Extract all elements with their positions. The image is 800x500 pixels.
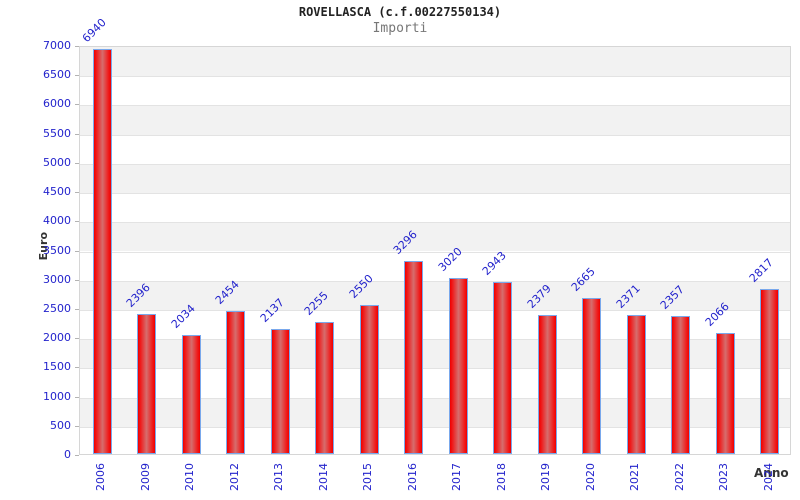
bar-2022: [671, 316, 691, 454]
bar-2012: [226, 310, 246, 454]
y-tick-label: 3000: [43, 272, 71, 286]
y-tick-label: 5500: [43, 126, 71, 140]
x-tick-label: 2012: [227, 463, 241, 491]
plot-band: [80, 76, 790, 105]
bar-2013: [270, 329, 290, 454]
y-tick-label: 2500: [43, 301, 71, 315]
plot-band: [80, 47, 790, 77]
y-tick-label: 7000: [43, 39, 71, 52]
x-tick-label: 2017: [450, 463, 464, 491]
plot-band: [80, 252, 790, 281]
gridline: [80, 105, 790, 107]
y-tick-label: 6000: [43, 97, 71, 111]
bar-2010: [181, 335, 201, 454]
y-tick-label: 4000: [43, 214, 71, 228]
bar-2018: [493, 282, 513, 454]
bar-2017: [448, 277, 468, 454]
x-tick-label: 2013: [272, 463, 286, 491]
plot-band: [80, 105, 790, 135]
y-tick-label: 3500: [43, 243, 71, 257]
y-tick-mark: [75, 279, 79, 281]
x-tick-label: 2010: [183, 463, 197, 491]
y-tick-mark: [75, 425, 79, 427]
x-tick-label: 2018: [494, 463, 508, 491]
x-tick-label: 2009: [138, 463, 152, 491]
x-tick-label: 2021: [628, 463, 642, 491]
y-tick-mark: [75, 75, 79, 77]
y-tick-mark: [75, 162, 79, 164]
y-tick-mark: [75, 46, 79, 47]
y-tick-mark: [75, 308, 79, 310]
y-tick-label: 5000: [43, 155, 71, 169]
bar-2023: [715, 333, 735, 454]
y-tick-label: 6500: [43, 68, 71, 82]
plot-band: [80, 222, 790, 252]
gridline: [80, 309, 790, 311]
x-tick-label: 2019: [539, 463, 553, 491]
y-tick-mark: [75, 250, 79, 252]
y-tick-label: 0: [64, 448, 71, 461]
gridline: [80, 76, 790, 78]
plot-band: [80, 193, 790, 222]
x-tick-label: 2015: [361, 463, 375, 491]
x-axis-label: Anno: [754, 466, 789, 480]
y-tick-label: 4500: [43, 185, 71, 199]
gridline: [80, 193, 790, 195]
x-tick-label: 2016: [405, 463, 419, 491]
bar-2021: [626, 315, 646, 454]
bar-2016: [404, 261, 424, 454]
y-tick-label: 2000: [43, 331, 71, 345]
gridline: [80, 368, 790, 370]
plot-area: [79, 46, 791, 455]
y-tick-label: 1500: [43, 360, 71, 374]
chart-subtitle: Importi: [372, 21, 428, 36]
plot-band: [80, 280, 790, 310]
gridline: [80, 134, 790, 136]
bar-2024: [760, 289, 780, 454]
gridline: [80, 163, 790, 165]
y-tick-mark: [75, 104, 79, 106]
x-tick-label: 2014: [316, 463, 330, 491]
gridline: [80, 251, 790, 253]
bar-2020: [582, 298, 602, 454]
x-tick-label: 2023: [717, 463, 731, 491]
y-tick-mark: [75, 396, 79, 398]
y-tick-mark: [75, 221, 79, 223]
gridline: [80, 339, 790, 341]
bar-2006: [92, 48, 112, 454]
x-tick-label: 2022: [672, 463, 686, 491]
y-tick-mark: [75, 133, 79, 135]
bar-2014: [315, 322, 335, 454]
y-tick-mark: [75, 192, 79, 194]
x-tick-label: 2024: [761, 463, 775, 491]
bar-2009: [137, 314, 157, 454]
plot-band: [80, 135, 790, 164]
y-tick-label: 1000: [43, 389, 71, 403]
y-tick-label: 500: [50, 418, 71, 432]
bar-2019: [537, 315, 557, 454]
y-tick-mark: [75, 338, 79, 340]
y-tick-mark: [75, 455, 79, 456]
x-tick-label: 2020: [583, 463, 597, 491]
chart-title: ROVELLASCA (c.f.00227550134): [298, 5, 502, 19]
gridline: [80, 426, 790, 428]
bar-2015: [359, 305, 379, 454]
x-tick-label: 2006: [94, 463, 108, 491]
y-tick-mark: [75, 367, 79, 369]
plot-band: [80, 163, 790, 194]
gridline: [80, 222, 790, 224]
gridline: [80, 397, 790, 399]
gridline: [80, 280, 790, 282]
